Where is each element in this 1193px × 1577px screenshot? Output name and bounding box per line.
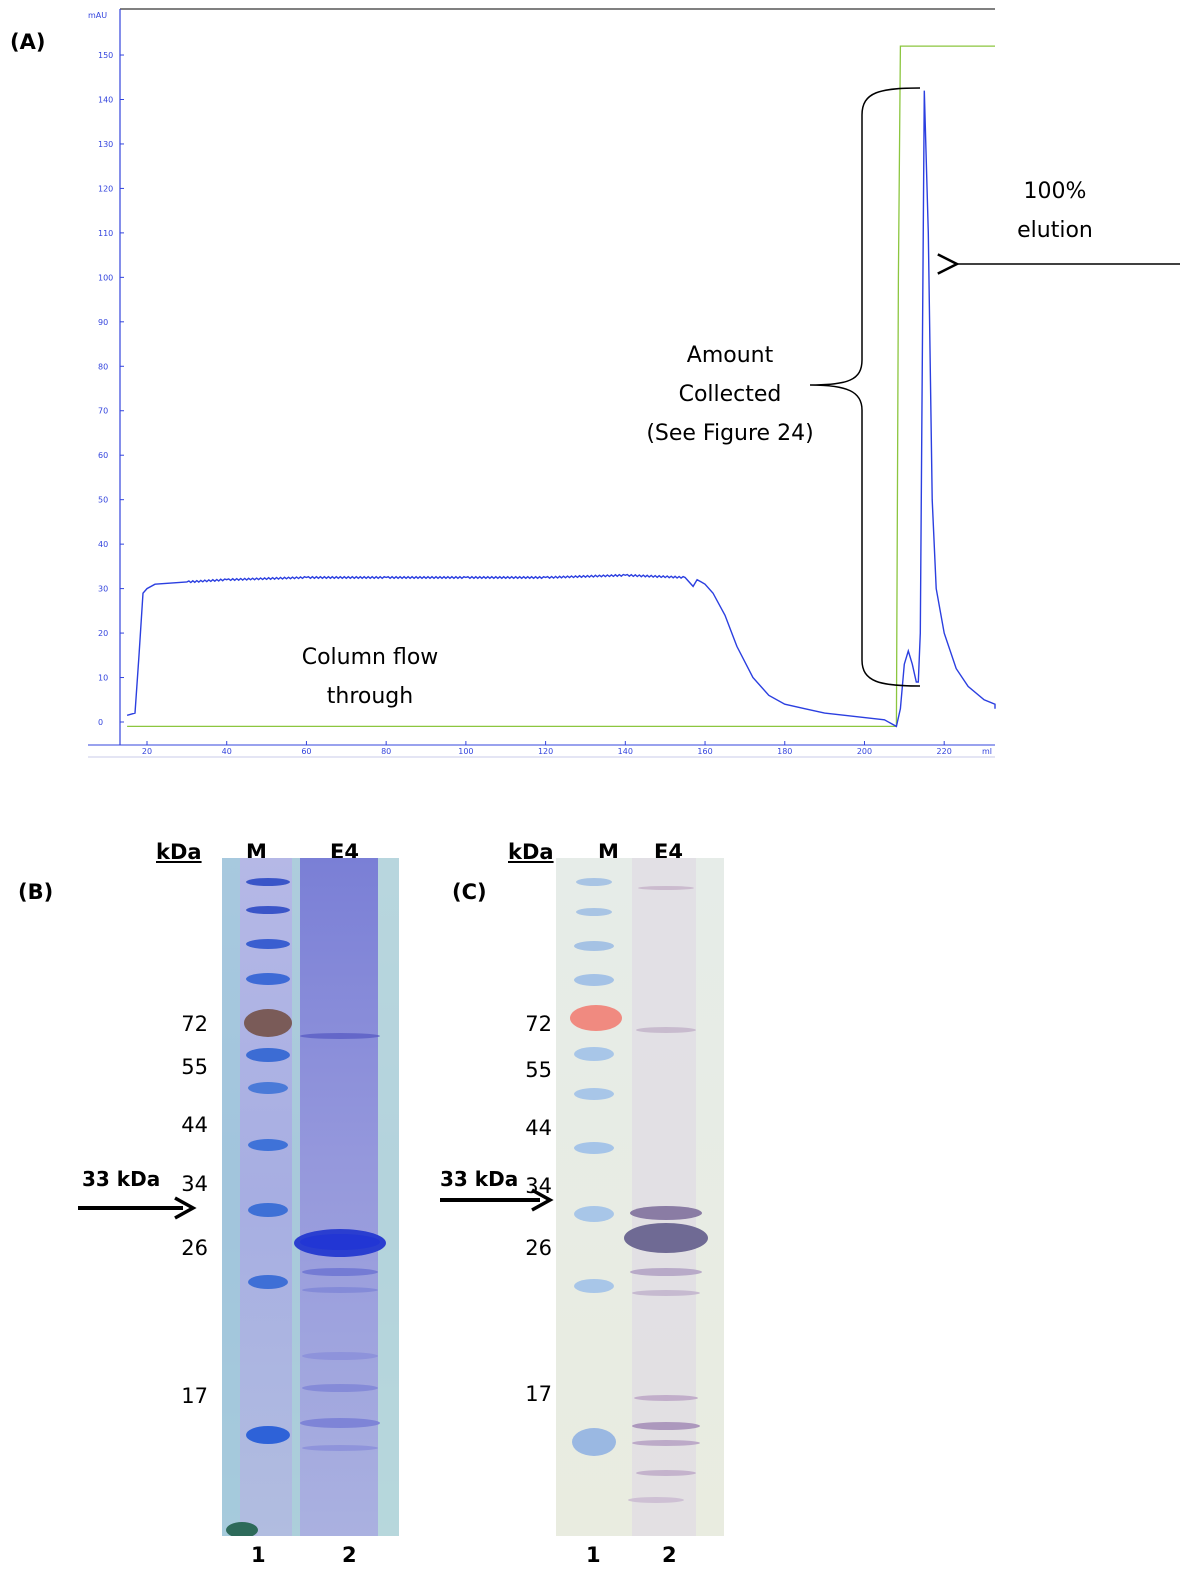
collected-brace	[809, 87, 921, 687]
flow-line1: Column flow	[301, 645, 439, 670]
y-tick-label: 80	[98, 362, 108, 371]
gel-c-mw-72: 72	[525, 1012, 552, 1036]
y-ticks: 0 10 20 30 40 50 60 70 80 90 100 110 120 130 140 150	[98, 51, 124, 727]
elution-line2: elution	[1017, 218, 1093, 243]
gel-b-33kda-arrow	[78, 1196, 197, 1220]
y-tick-label: 70	[98, 407, 108, 416]
gel-c-33kda-label: 33 kDa	[440, 1167, 519, 1191]
gel-c-mw-26: 26	[525, 1236, 552, 1260]
gel-b-lane-2-number: 2	[342, 1543, 357, 1567]
y-tick-label: 110	[98, 229, 113, 238]
gel-b-mw-55: 55	[181, 1055, 208, 1079]
gradient-series-line	[127, 45, 995, 728]
collected-line3: (See Figure 24)	[646, 421, 814, 446]
gel-c-image	[556, 858, 724, 1536]
elution-annotation: 100% elution	[1000, 172, 1110, 250]
gel-b-33kda-label: 33 kDa	[82, 1167, 161, 1191]
y-tick-label: 150	[98, 51, 113, 60]
collected-line1: Amount	[686, 343, 774, 368]
y-tick-label: 20	[98, 629, 108, 638]
y-tick-label: 0	[98, 718, 103, 727]
collected-line2: Collected	[678, 382, 782, 407]
gel-c-mw-55: 55	[525, 1058, 552, 1082]
x-tick-label: 160	[697, 747, 712, 756]
y-tick-label: 40	[98, 540, 108, 549]
panel-c-label: (C)	[452, 880, 487, 904]
x-tick-label: 20	[142, 747, 152, 756]
x-tick-label: 120	[538, 747, 553, 756]
gel-b-kda-header: kDa	[156, 840, 202, 864]
collected-annotation: Amount Collected (See Figure 24)	[620, 336, 840, 453]
x-tick-label: 220	[937, 747, 952, 756]
gel-b-mw-17: 17	[181, 1384, 208, 1408]
gel-c-33kda-arrow	[440, 1188, 554, 1212]
y-tick-label: 130	[98, 140, 113, 149]
gel-c-lane-2-number: 2	[662, 1543, 677, 1567]
flow-line2: through	[326, 684, 414, 709]
gel-c-mw-44: 44	[525, 1116, 552, 1140]
panel-b-label: (B)	[18, 880, 54, 904]
elution-line1: 100%	[1023, 179, 1087, 204]
y-tick-label: 120	[98, 184, 113, 193]
x-tick-label: 60	[301, 747, 311, 756]
y-unit-label: mAU	[88, 11, 107, 20]
y-tick-label: 30	[98, 585, 108, 594]
gel-b-image	[222, 858, 399, 1536]
x-tick-label: 180	[777, 747, 792, 756]
gel-c-lane-1-number: 1	[586, 1543, 601, 1567]
x-tick-label: 140	[618, 747, 633, 756]
gel-b-mw-72: 72	[181, 1012, 208, 1036]
y-tick-label: 50	[98, 496, 108, 505]
gel-c-mw-17: 17	[525, 1382, 552, 1406]
gel-b-mw-44: 44	[181, 1113, 208, 1137]
y-tick-label: 90	[98, 318, 108, 327]
panel-a-label: (A)	[10, 30, 46, 54]
absorbance-series-line	[126, 90, 996, 728]
x-tick-label: 40	[222, 747, 232, 756]
y-tick-label: 60	[98, 451, 108, 460]
chromatogram-chart: mAU ml 0 10 20 30 40 50 60 70 80 90 100 110 120 130 14…	[88, 8, 1180, 758]
x-ticks: 20 40 60 80 100 120 140 160 180 200 220	[142, 741, 952, 756]
gel-b-lane-1-number: 1	[251, 1543, 266, 1567]
x-tick-label: 200	[857, 747, 872, 756]
y-tick-label: 10	[98, 674, 108, 683]
gel-b-mw-34: 34	[181, 1172, 208, 1196]
y-tick-label: 140	[98, 95, 113, 104]
flow-through-annotation: Column flow through	[260, 638, 480, 716]
gel-b-mw-26: 26	[181, 1236, 208, 1260]
x-tick-label: 80	[381, 747, 391, 756]
gel-c-kda-header: kDa	[508, 840, 554, 864]
y-tick-label: 100	[98, 273, 113, 282]
x-unit-label: ml	[982, 747, 992, 756]
x-tick-label: 100	[458, 747, 473, 756]
